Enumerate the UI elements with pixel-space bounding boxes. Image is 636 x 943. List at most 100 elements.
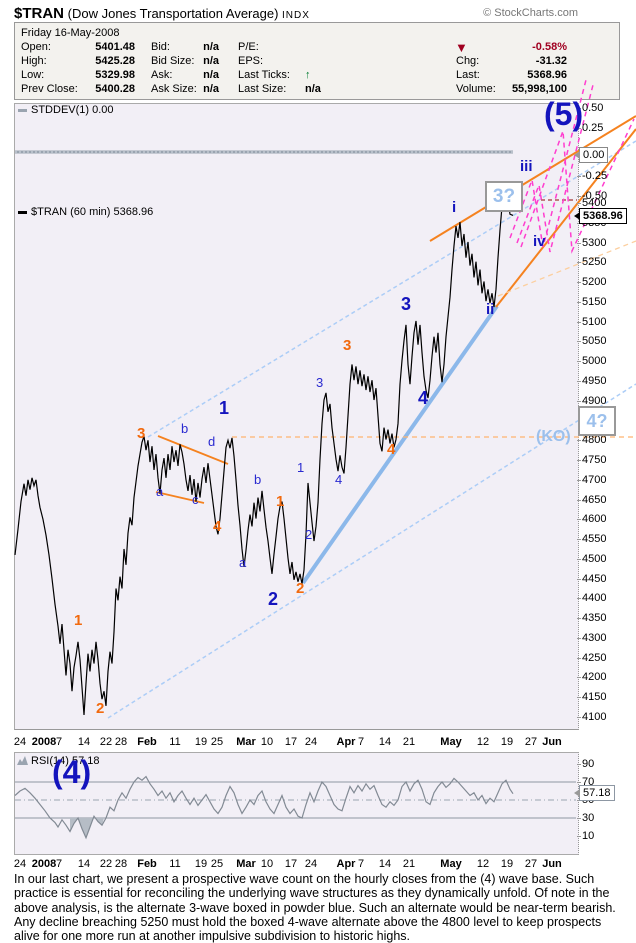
stddev-value-box: 0.00 — [574, 147, 609, 163]
wave-label-2: 2 — [268, 589, 279, 609]
price-axis-tick: 4250 — [582, 652, 607, 664]
wave-label-b: b — [181, 421, 189, 436]
price-legend-swatch — [18, 210, 27, 214]
price-axis-tick: 4800 — [582, 434, 607, 446]
quote-label-high: High: — [21, 55, 47, 67]
price-axis-tick-tick — [577, 677, 581, 678]
wave-label-4: 4 — [418, 388, 429, 408]
price-axis-tick-tick — [577, 579, 581, 580]
quote-label-eps: EPS: — [238, 55, 264, 67]
price-axis-tick: 5250 — [582, 256, 607, 268]
date-axis-label: Apr — [336, 736, 356, 748]
ticker-name: (Dow Jones Transportation Average) — [67, 6, 279, 21]
wave-label-ii: ii — [486, 301, 495, 318]
price-axis-tick: 4550 — [582, 533, 607, 545]
date-axis-label: 25 — [210, 736, 224, 748]
rsi-panel — [14, 752, 579, 855]
date-axis-label: 11 — [169, 858, 181, 870]
price-legend: $TRAN (60 min) 5368.96 — [18, 206, 153, 218]
stddev-axis-tick-tick — [577, 176, 581, 177]
price-axis-tick: 5300 — [582, 237, 607, 249]
date-axis-label: 7 — [357, 736, 365, 748]
rsi-value-box: 57.18 — [574, 785, 615, 801]
wave-label-3: 3 — [401, 294, 412, 314]
price-axis-tick-tick — [577, 440, 581, 441]
last-price-box-arrow — [574, 212, 580, 220]
price-axis-tick: 4750 — [582, 454, 607, 466]
date-axis-label: Jun — [542, 736, 562, 748]
price-axis-tick-tick — [577, 559, 581, 560]
price-axis-tick: 4900 — [582, 395, 607, 407]
price-axis-tick: 4950 — [582, 375, 607, 387]
rsi-axis-tick-tick — [577, 818, 581, 819]
price-axis-tick: 4500 — [582, 553, 607, 565]
date-axis-label: 14 — [378, 736, 392, 748]
price-axis-tick-tick — [577, 539, 581, 540]
stddev-axis-tick-tick — [577, 108, 581, 109]
date-axis-label: 14 — [77, 858, 91, 870]
date-axis-label: 22 — [99, 858, 113, 870]
date-axis-label: Feb — [137, 736, 157, 748]
date-axis-label: 11 — [169, 736, 181, 748]
wave-label-3: 3 — [343, 337, 352, 354]
quote-label-prevclose: Prev Close: — [21, 83, 78, 95]
stddev-axis-tick-tick — [577, 196, 581, 197]
wave-label-3: 3 — [316, 375, 324, 390]
date-axis-label: 14 — [77, 736, 91, 748]
date-axis-label: 7 — [55, 858, 63, 870]
date-axis-label: May — [440, 736, 462, 748]
price-axis-tick: 4300 — [582, 632, 607, 644]
quote-date: Friday 16-May-2008 — [21, 27, 120, 39]
stddev-value-box-arrow — [574, 151, 580, 159]
date-axis-label: 19 — [500, 858, 514, 870]
date-axis-label: 21 — [402, 858, 416, 870]
quote-label-p/e: P/E: — [238, 41, 259, 53]
date-axis-label: 21 — [402, 736, 416, 748]
rsi-legend: RSI(14) 57.18 — [17, 755, 99, 767]
quote-label-asksize: Ask Size: — [151, 83, 197, 95]
price-axis-tick-tick — [577, 322, 581, 323]
price-axis-tick-tick — [577, 598, 581, 599]
quote-value: n/a — [203, 41, 219, 53]
price-axis-tick-tick — [577, 302, 581, 303]
wave-label-d: d — [208, 434, 216, 449]
price-axis-tick: 5200 — [582, 276, 607, 288]
wave-label-b: b — [254, 472, 262, 487]
rsi-value-box-arrow — [574, 789, 580, 797]
rsi-axis-tick-tick — [577, 782, 581, 783]
rsi-area-icon — [17, 756, 28, 765]
date-axis-label: 24 — [304, 736, 318, 748]
price-axis-tick: 4100 — [582, 711, 607, 723]
date-axis-label: 10 — [260, 736, 274, 748]
change-down-triangle-icon: ▼ — [455, 40, 468, 55]
wave-label-3: 3 — [137, 425, 146, 442]
quote-label-bid: Bid: — [151, 41, 170, 53]
wave-label-4: 4 — [387, 441, 396, 458]
quote-value: n/a — [203, 69, 219, 81]
wave-label-4: 4 — [213, 518, 222, 535]
rsi-axis-tick: 10 — [582, 830, 595, 842]
date-axis-label: 17 — [284, 858, 298, 870]
stddev-axis-tick: -0.50 — [582, 190, 608, 202]
commentary-text: In our last chart, we present a prospect… — [14, 872, 616, 943]
date-axis-label: 12 — [476, 858, 490, 870]
percent-change-value: -0.58% — [532, 41, 567, 53]
price-axis-tick: 4700 — [582, 474, 607, 486]
date-axis-label: 7 — [55, 736, 63, 748]
quote-value: 55,998,100 — [511, 83, 567, 95]
wave-label-1: 1 — [74, 612, 83, 629]
price-axis-tick: 5000 — [582, 355, 607, 367]
wave-label-c: c — [192, 492, 199, 507]
price-axis-tick-tick — [577, 401, 581, 402]
price-axis-tick: 4600 — [582, 513, 607, 525]
date-axis-label: Feb — [137, 858, 157, 870]
quote-label-lastticks: Last Ticks: — [238, 69, 290, 81]
quote-value: -31.32 — [535, 55, 567, 67]
date-axis-label: 22 — [99, 736, 113, 748]
ticker-symbol: $TRAN — [14, 5, 65, 22]
wave-label-4: 4 — [335, 472, 343, 487]
date-axis-label: 24 — [13, 736, 27, 748]
alt-4-box: 4? — [578, 406, 616, 436]
date-axis-label: 28 — [114, 736, 128, 748]
price-axis-tick: 4650 — [582, 494, 607, 506]
